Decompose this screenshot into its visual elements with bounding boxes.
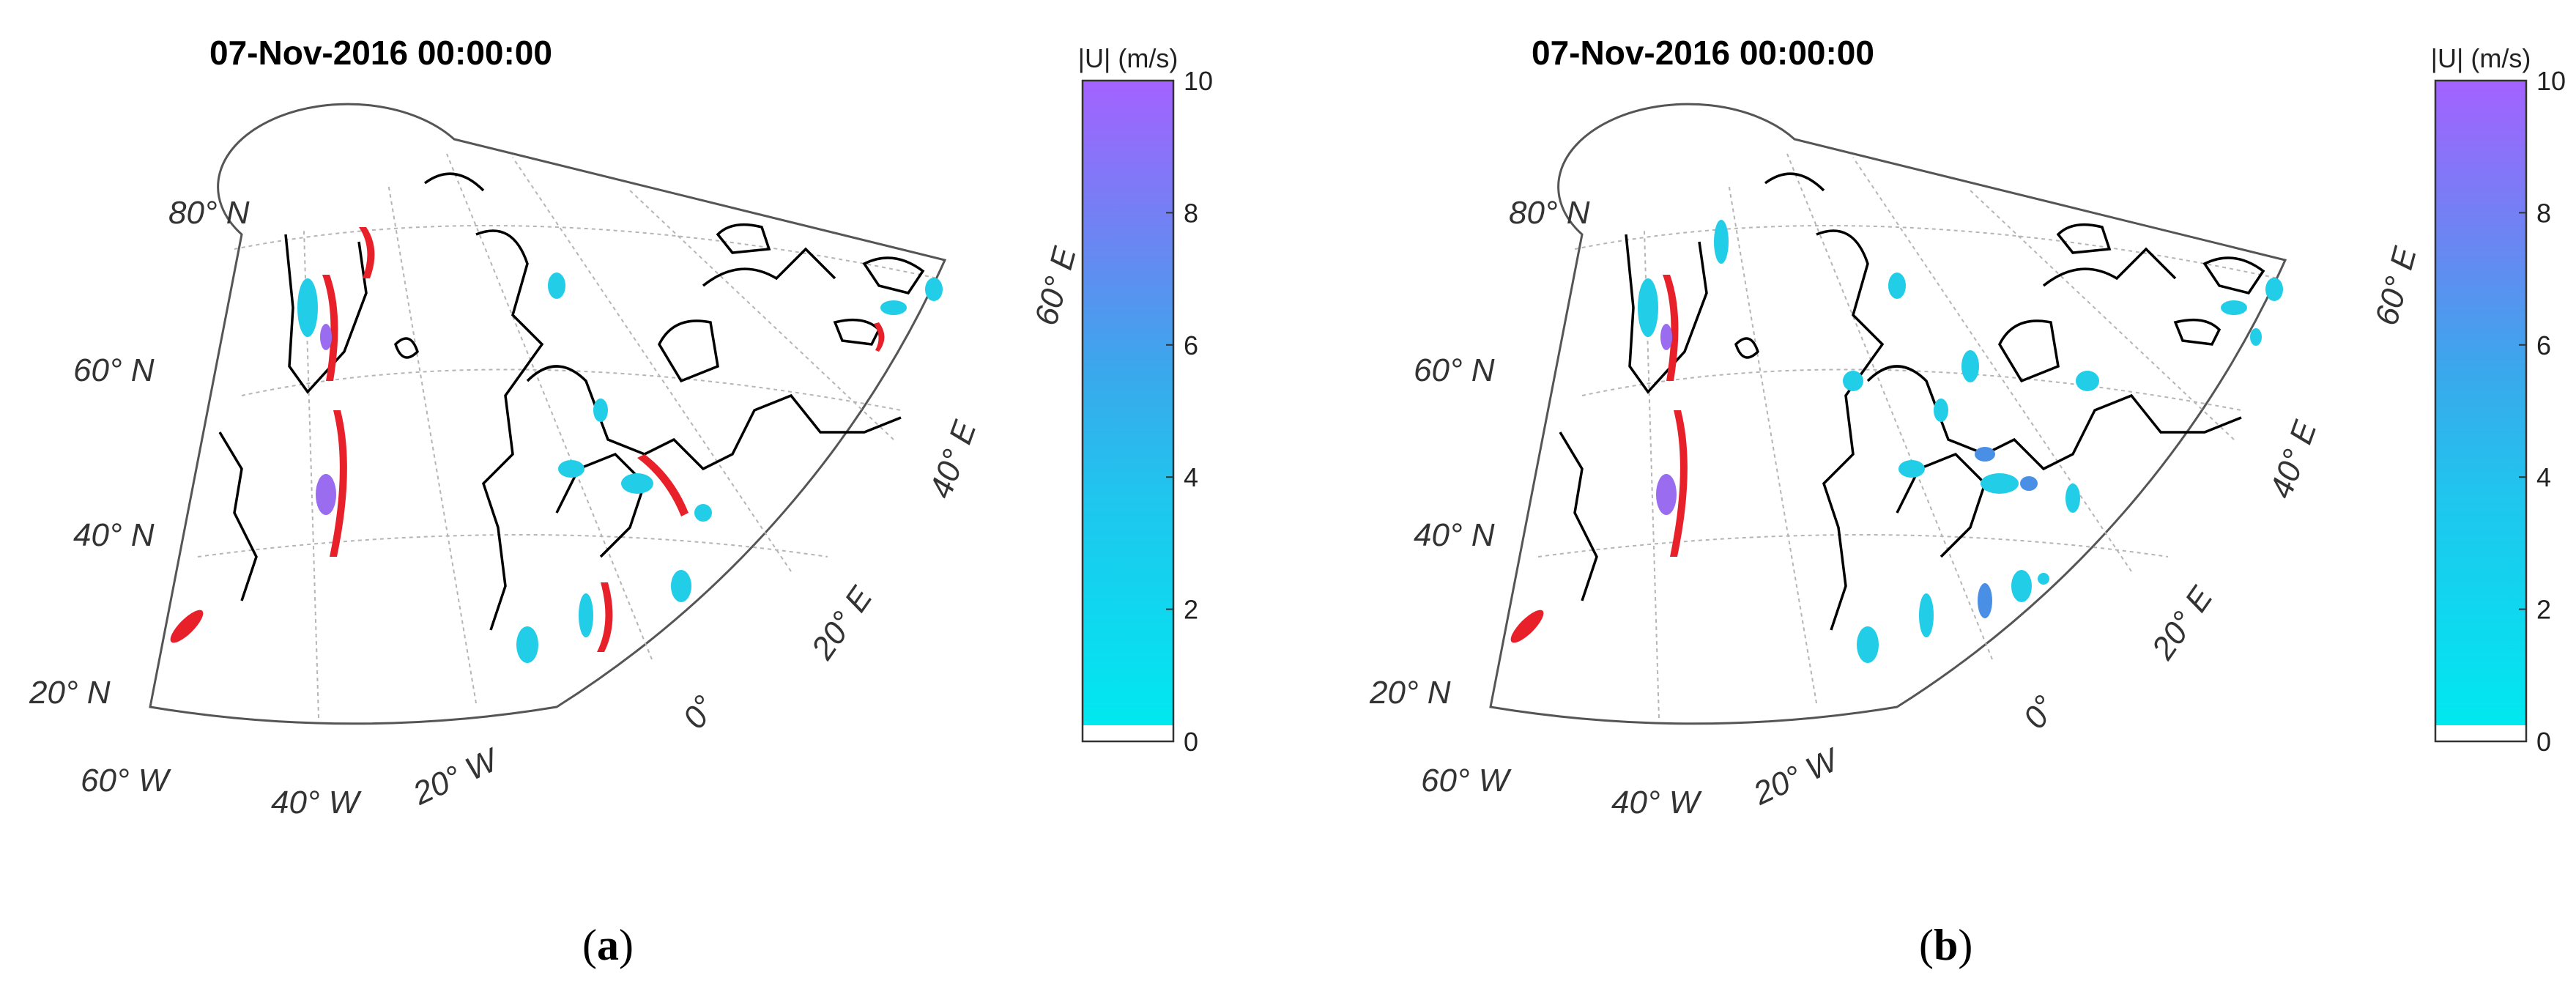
lat-40: 40° N <box>73 517 155 553</box>
wind-mid-b <box>1975 447 2038 618</box>
lon-60w: 60° W <box>81 763 171 799</box>
map-b <box>1489 103 2287 725</box>
wind-high-a <box>316 324 336 515</box>
lon-0: 0° <box>2016 689 2063 736</box>
lon-0: 0° <box>676 689 723 736</box>
lon-40w: 40° W <box>271 785 362 821</box>
lon-20w: 20° W <box>407 741 505 812</box>
wind-valid-a <box>297 273 943 663</box>
panel-a-caption: (a) <box>582 921 634 969</box>
map-a <box>149 103 947 725</box>
panel-b: 07-Nov-2016 00:00:00 <box>1369 34 2566 969</box>
lat-labels-a: 80° N 60° N 40° N 20° N <box>29 195 250 711</box>
panel-a: 07-Nov-2016 00:00:00 <box>29 34 1213 969</box>
panel-b-title: 07-Nov-2016 00:00:00 <box>1532 34 1874 72</box>
lat-20: 20° N <box>1369 675 1451 711</box>
lon-60e: 60° E <box>2369 243 2424 330</box>
colorbar-tick-label: 4 <box>1184 462 1198 492</box>
lat-80: 80° N <box>1509 195 1590 231</box>
colorbar-tick-label: 6 <box>1184 330 1198 360</box>
lat-60: 60° N <box>73 352 155 388</box>
colorbar-tick-label: 0 <box>2536 727 2551 757</box>
colorbar-tick-label: 2 <box>2536 595 2551 625</box>
colorbar-tick-label: 6 <box>2536 330 2551 360</box>
wind-valid-b <box>1638 220 2283 663</box>
wind-invalid-b <box>1510 275 1688 643</box>
lon-60e: 60° E <box>1028 243 1083 330</box>
colorbar-tick-label: 10 <box>1184 66 1213 96</box>
colorbar-a-frame <box>1081 79 1175 743</box>
lon-40e: 40° E <box>923 416 984 503</box>
wind-invalid-a <box>170 227 885 652</box>
colorbar-tick-label: 10 <box>2536 66 2566 96</box>
panel-b-caption: (b) <box>1919 921 1972 969</box>
coastlines <box>1559 172 2265 631</box>
lon-40w: 40° W <box>1611 785 1702 821</box>
wind-high-b <box>1656 324 1677 515</box>
colorbar-tick-label: 2 <box>1184 595 1198 625</box>
colorbar-b-frame <box>2434 79 2528 743</box>
colorbar-b-label: |U| (m/s) <box>2431 43 2531 73</box>
colorbar-tick-label: 4 <box>2536 462 2551 492</box>
colorbar-b-gradient <box>2435 81 2526 725</box>
colorbar-b-zero-band <box>2435 725 2526 741</box>
lon-20w: 20° W <box>1748 741 1846 812</box>
colorbar-a-zero-band <box>1083 725 1173 741</box>
colorbar-a-gradient <box>1083 81 1173 725</box>
lon-20e: 20° E <box>804 580 880 667</box>
colorbar-a-label: |U| (m/s) <box>1078 43 1178 73</box>
colorbar-tick-label: 0 <box>1184 727 1198 757</box>
lat-20: 20° N <box>29 675 111 711</box>
lon-40e: 40° E <box>2263 416 2324 503</box>
lat-60: 60° N <box>1414 352 1495 388</box>
map-frame <box>149 103 947 725</box>
lat-labels-b: 80° N 60° N 40° N 20° N <box>1369 195 1590 711</box>
colorbar-tick-label: 8 <box>1184 198 1198 228</box>
lon-20e: 20° E <box>2145 580 2220 667</box>
colorbar-tick-label: 8 <box>2536 198 2551 228</box>
colorbar-b: |U| (m/s) 0 2 4 6 8 10 <box>2431 43 2566 757</box>
lat-40: 40° N <box>1414 517 1495 553</box>
panel-a-title: 07-Nov-2016 00:00:00 <box>209 34 552 72</box>
lat-80: 80° N <box>168 195 250 231</box>
map-frame <box>1489 103 2287 725</box>
colorbar-a: |U| (m/s) 0 2 4 6 8 10 <box>1078 43 1213 757</box>
lon-60w: 60° W <box>1421 763 1512 799</box>
